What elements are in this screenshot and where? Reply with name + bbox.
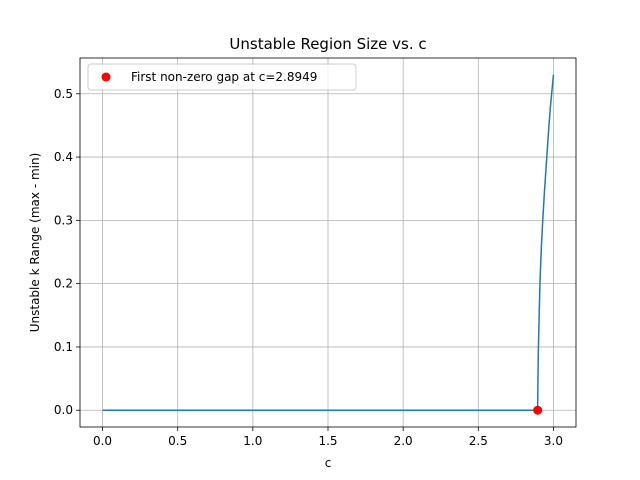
x-axis-label: c bbox=[325, 456, 332, 470]
first-gap-point bbox=[533, 405, 543, 415]
chart-title: Unstable Region Size vs. c bbox=[229, 35, 426, 53]
y-tick-label: 0.1 bbox=[54, 340, 73, 354]
y-tick-label: 0.0 bbox=[54, 403, 73, 417]
y-tick-label: 0.4 bbox=[54, 150, 73, 164]
legend-marker-icon bbox=[101, 72, 111, 82]
x-tick-label: 1.5 bbox=[318, 434, 337, 448]
y-tick-label: 0.3 bbox=[54, 213, 73, 227]
x-tick-label: 2.0 bbox=[394, 434, 413, 448]
x-tick-label: 0.0 bbox=[93, 434, 112, 448]
x-tick-label: 3.0 bbox=[544, 434, 563, 448]
y-axis-label: Unstable k Range (max - min) bbox=[28, 153, 42, 333]
ticks: 0.0 0.5 1.0 1.5 2.0 2.5 3.0 0.0 0.1 0.2 0.3 0.4 0.5 bbox=[54, 87, 563, 448]
series-layer bbox=[102, 74, 555, 411]
x-tick-label: 2.5 bbox=[469, 434, 488, 448]
legend-box bbox=[87, 63, 357, 91]
x-tick-label: 0.5 bbox=[168, 434, 187, 448]
series-line bbox=[102, 74, 555, 411]
legend: First non-zero gap at c=2.8949 bbox=[87, 63, 357, 91]
grid-lines bbox=[80, 58, 576, 427]
x-tick-label: 1.0 bbox=[243, 434, 262, 448]
y-tick-label: 0.5 bbox=[54, 87, 73, 101]
y-tick-label: 0.2 bbox=[54, 277, 73, 291]
marker-layer bbox=[533, 405, 543, 415]
legend-entry-label: First non-zero gap at c=2.8949 bbox=[131, 70, 317, 84]
